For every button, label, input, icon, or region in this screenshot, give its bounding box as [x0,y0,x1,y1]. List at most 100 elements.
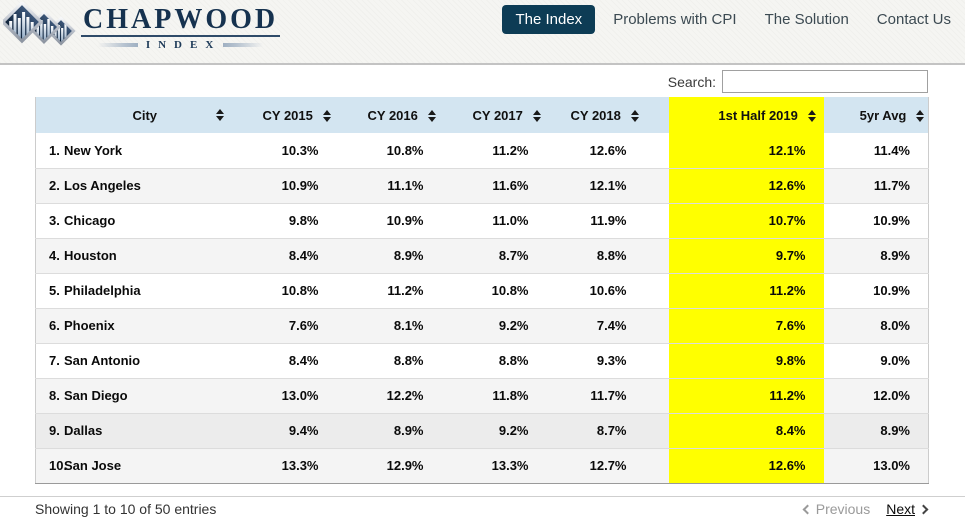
cell-cy2015: 13.0% [253,378,361,414]
cell-cy2018: 7.4% [570,308,669,344]
cell-cy2016: 12.2% [360,378,466,414]
cell-cy2017: 11.6% [465,168,571,204]
logo-title: CHAPWOOD [81,5,281,38]
chapwood-index-table: City CY 2015 CY 2016 CY 2017 CY 2018 [35,97,929,484]
cell-5yr-avg: 10.9% [823,273,929,309]
column-header-cy2016[interactable]: CY 2016 [360,97,466,133]
cell-cy2016: 10.9% [360,203,466,239]
logo-right-rule [223,43,264,48]
cell-cy2017: 8.8% [465,343,571,379]
nav-the-index[interactable]: The Index [502,5,596,34]
cell-cy2015: 7.6% [253,308,361,344]
row-rank: 2. [49,178,60,193]
sort-icon [532,110,541,123]
table-row: 8. San Diego 13.0% 12.2% 11.8% 11.7% 11.2… [35,378,929,414]
logo-subtitle: INDEX [145,39,222,52]
cell-cy2018: 8.8% [570,238,669,274]
sort-icon [630,110,639,123]
cell-1st-half-2019: 12.6% [668,448,824,484]
column-header-city[interactable]: City [35,97,254,133]
cell-cy2015: 8.4% [253,343,361,379]
cell-5yr-avg: 8.0% [823,308,929,344]
table-footer: Showing 1 to 10 of 50 entries Previous N… [0,496,965,526]
pagination-next[interactable]: Next [886,501,929,517]
table-row: 5. Philadelphia 10.8% 11.2% 10.8% 10.6% 1… [35,273,929,309]
column-header-5yr-avg[interactable]: 5yr Avg [823,97,929,133]
cell-cy2015: 10.3% [253,133,361,169]
table-row: 2. Los Angeles 10.9% 11.1% 11.6% 12.1% 12… [35,168,929,204]
column-label: CY 2016 [367,107,418,123]
cell-cy2017: 11.2% [465,133,571,169]
nav-the-solution[interactable]: The Solution [764,11,849,28]
previous-label: Previous [815,501,871,517]
nav-problems-with-cpi[interactable]: Problems with CPI [613,11,737,28]
sort-icon [427,110,436,123]
cell-1st-half-2019: 12.1% [668,133,824,169]
column-header-1st-half-2019[interactable]: 1st Half 2019 [668,97,824,133]
table-row: 9. Dallas 9.4% 8.9% 9.2% 8.7% 8.4% 8.9% [35,413,929,449]
next-label: Next [886,501,915,517]
search-label: Search: [667,73,716,90]
cell-cy2018: 12.6% [570,133,669,169]
cell-cy2015: 13.3% [253,448,361,484]
cell-cy2016: 10.8% [360,133,466,169]
cell-5yr-avg: 8.9% [823,413,929,449]
cell-cy2017: 13.3% [465,448,571,484]
row-rank: 3. [49,213,60,228]
column-label: City [132,107,158,123]
cell-cy2015: 9.4% [253,413,361,449]
logo-subtitle-row: INDEX [81,39,280,51]
search-input[interactable] [722,70,928,93]
cell-1st-half-2019: 11.2% [668,273,824,309]
cell-cy2018: 11.7% [570,378,669,414]
cell-5yr-avg: 11.7% [823,168,929,204]
cell-5yr-avg: 8.9% [823,238,929,274]
row-rank: 4. [49,248,60,263]
sort-icon [215,109,224,121]
cell-1st-half-2019: 10.7% [668,203,824,239]
logo-text: CHAPWOOD INDEX [81,2,281,51]
row-rank: 5. [49,283,60,298]
sort-icon [916,110,924,123]
column-label: 5yr Avg [859,107,907,123]
cell-cy2016: 8.8% [360,343,466,379]
table-row: 3. Chicago 9.8% 10.9% 11.0% 11.9% 10.7% 1… [35,203,929,239]
chevron-right-icon [918,504,929,514]
cell-1st-half-2019: 8.4% [668,413,824,449]
cell-cy2017: 10.8% [465,273,571,309]
column-label: 1st Half 2019 [718,107,798,123]
cell-1st-half-2019: 7.6% [668,308,824,344]
city-name: San Jose [64,458,122,473]
city-name: San Antonio [64,353,141,368]
cell-cy2017: 8.7% [465,238,571,274]
cell-cy2015: 10.9% [253,168,361,204]
cell-1st-half-2019: 11.2% [668,378,824,414]
cell-cy2015: 8.4% [253,238,361,274]
cell-cy2017: 11.8% [465,378,571,414]
city-name: Houston [64,248,117,263]
table-row: 6. Phoenix 7.6% 8.1% 9.2% 7.4% 7.6% 8.0% [35,308,929,344]
sort-icon [322,110,331,123]
cell-cy2015: 9.8% [253,203,361,239]
row-rank: 10. [49,458,68,473]
nav-contact-us[interactable]: Contact Us [876,11,951,28]
city-name: Dallas [64,423,103,438]
table-row: 4. Houston 8.4% 8.9% 8.7% 8.8% 9.7% 8.9% [35,238,929,274]
cell-cy2018: 10.6% [570,273,669,309]
table-row: 7. San Antonio 8.4% 8.8% 8.8% 9.3% 9.8% 9… [35,343,929,379]
column-header-cy2018[interactable]: CY 2018 [570,97,669,133]
cell-cy2016: 8.9% [360,413,466,449]
chapwood-logo[interactable]: CHAPWOOD INDEX [3,2,281,58]
city-name: New York [64,142,123,158]
row-rank: 1. [49,142,60,158]
column-header-cy2017[interactable]: CY 2017 [465,97,571,133]
city-name: Phoenix [64,318,115,333]
bar-chart-diamonds-icon [3,2,76,46]
pagination-previous[interactable]: Previous [802,501,871,517]
city-name: Philadelphia [64,283,141,298]
row-rank: 6. [49,318,60,333]
cell-cy2015: 10.8% [253,273,361,309]
column-header-cy2015[interactable]: CY 2015 [253,97,361,133]
cell-cy2017: 11.0% [465,203,571,239]
